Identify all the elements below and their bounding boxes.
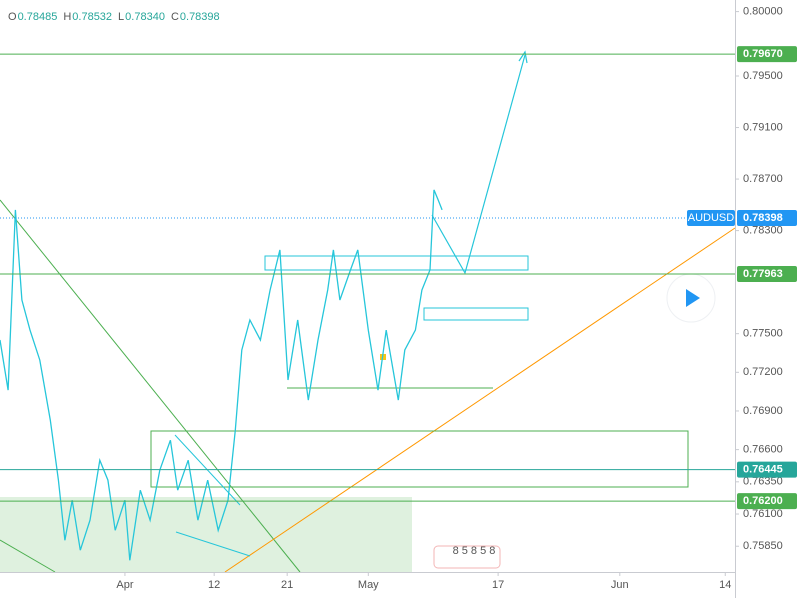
y-tick-label: 0.76100 xyxy=(743,508,783,520)
y-tick-label: 0.75850 xyxy=(743,540,783,552)
ohlc-value: 0.78398 xyxy=(180,11,220,23)
y-tick-label: 0.78700 xyxy=(743,173,783,185)
events-badge[interactable] xyxy=(433,545,501,569)
price-line xyxy=(0,189,443,561)
x-tick-label: 12 xyxy=(208,579,220,591)
x-tick-label: 21 xyxy=(281,579,293,591)
y-tick-label: 0.80000 xyxy=(743,6,783,18)
wedge-line xyxy=(175,531,251,557)
y-tick-label: 0.76900 xyxy=(743,405,783,417)
x-tick-label: May xyxy=(358,579,379,591)
support-line xyxy=(224,227,736,573)
symbol-tag xyxy=(687,209,735,226)
ohlc-key: L xyxy=(118,11,124,23)
level-tag xyxy=(737,209,797,226)
y-tick-label: 0.76350 xyxy=(743,476,783,488)
ohlc-key: C xyxy=(171,11,179,23)
ohlc-header: O 0.78485 H 0.78532 L 0.78340 C 0.78398 xyxy=(8,11,220,23)
y-tick-label: 0.79100 xyxy=(743,121,783,133)
level-label: 0.76200 xyxy=(743,495,783,507)
level-label: 0.79670 xyxy=(743,48,783,60)
level-tag xyxy=(737,46,797,63)
level-label: 0.76445 xyxy=(743,463,783,475)
y-tick-label: 0.77500 xyxy=(743,328,783,340)
zone-box xyxy=(150,430,689,488)
x-tick-label: 14 xyxy=(719,579,731,591)
symbol-label: AUDUSD xyxy=(688,212,735,224)
x-tick-label: Jun xyxy=(611,579,629,591)
ohlc-key: H xyxy=(63,11,71,23)
ohlc-value: 0.78485 xyxy=(18,11,58,23)
level-label: 0.77963 xyxy=(743,268,783,280)
y-tick-label: 0.78300 xyxy=(743,225,783,237)
level-tag xyxy=(737,266,797,283)
trend-line xyxy=(0,539,56,573)
ohlc-value: 0.78532 xyxy=(72,11,112,23)
level-tag xyxy=(737,461,797,478)
events-label: 8 5 8 5 8 xyxy=(453,545,496,557)
projection-arrow xyxy=(431,54,526,275)
ohlc-key: O xyxy=(8,11,17,23)
x-tick-label: Apr xyxy=(116,579,133,591)
ohlc-value: 0.78340 xyxy=(125,11,165,23)
y-tick-label: 0.77200 xyxy=(743,366,783,378)
level-label: 0.78398 xyxy=(743,212,783,224)
play-icon xyxy=(686,289,700,307)
arrow-head xyxy=(518,50,528,64)
shaded-zone xyxy=(0,497,412,572)
zone-box xyxy=(423,307,529,321)
zone-box xyxy=(264,255,529,271)
y-tick-label: 0.76600 xyxy=(743,444,783,456)
level-tag xyxy=(737,493,797,510)
x-tick-label: 17 xyxy=(492,579,504,591)
trend-line xyxy=(0,199,301,573)
y-tick-label: 0.79500 xyxy=(743,70,783,82)
